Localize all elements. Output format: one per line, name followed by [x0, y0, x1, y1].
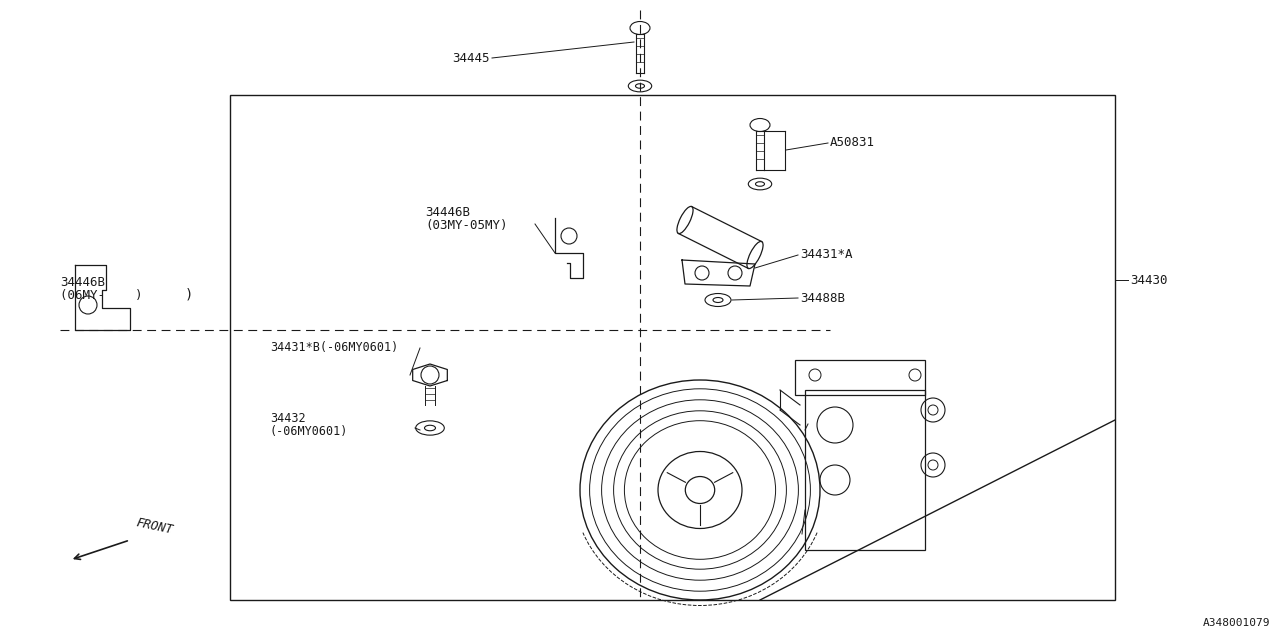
Bar	[795, 360, 925, 395]
Text: FRONT: FRONT	[134, 516, 174, 536]
Text: (03MY-05MY): (03MY-05MY)	[425, 220, 507, 232]
Text: 34445: 34445	[453, 51, 490, 65]
Bar	[805, 390, 925, 550]
Text: 34431*B(-06MY0601): 34431*B(-06MY0601)	[270, 342, 398, 355]
Text: 34488B: 34488B	[800, 291, 845, 305]
Text: 34446B: 34446B	[425, 205, 470, 218]
Text: 34446B: 34446B	[60, 275, 105, 289]
Text: (-06MY0601): (-06MY0601)	[270, 426, 348, 438]
Text: ): )	[186, 288, 193, 302]
Text: 34430: 34430	[1130, 273, 1167, 287]
Text: A348001079: A348001079	[1202, 618, 1270, 628]
Text: (06MY-    ): (06MY- )	[60, 289, 142, 303]
Text: A50831: A50831	[829, 136, 876, 150]
Bar	[230, 95, 1115, 600]
Text: 34431*A: 34431*A	[800, 248, 852, 262]
Text: 34432: 34432	[270, 412, 306, 424]
